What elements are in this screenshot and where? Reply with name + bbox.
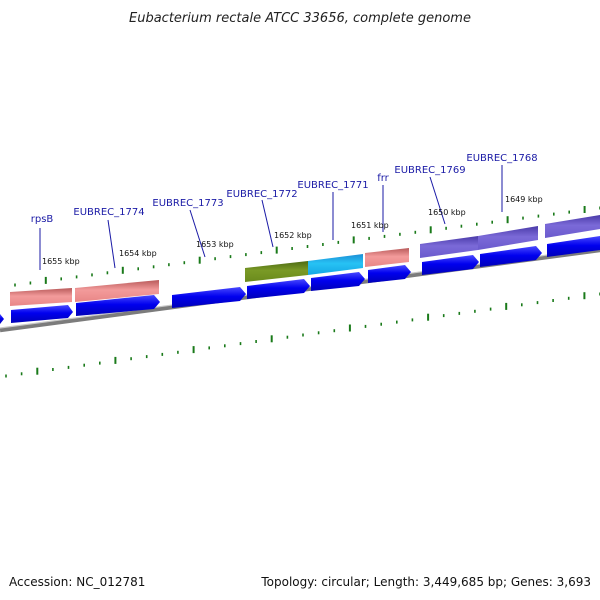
leader-line-eubrec-1772: [261, 199, 274, 248]
kbp-label-1649: 1649 kbp: [505, 195, 543, 204]
feature-bar-eubrec-1769[interactable]: [420, 236, 478, 258]
gene-label-eubrec-1774[interactable]: EUBREC_1774: [73, 207, 144, 218]
gene-label-frr[interactable]: frr: [377, 173, 389, 184]
kbp-label-1650: 1650 kbp: [428, 208, 466, 217]
gene-label-eubrec-1773[interactable]: EUBREC_1773: [152, 198, 223, 209]
cds-arrow-eubrec-1772[interactable]: [247, 279, 310, 299]
gene-leader-lines: [39, 165, 503, 270]
feature-bar-eubrec-1774[interactable]: [75, 280, 159, 302]
position-labels: 1655 kbp 1654 kbp 1653 kbp 1652 kbp 1651…: [42, 195, 543, 266]
scale-ticks-lower: [5, 292, 600, 378]
cds-arrow-frr[interactable]: [368, 265, 411, 283]
feature-bar-frr[interactable]: [365, 248, 409, 267]
cds-arrow-eubrec-1769[interactable]: [422, 255, 479, 275]
kbp-label-1652: 1652 kbp: [274, 231, 312, 240]
cds-track: [0, 236, 600, 324]
gene-label-eubrec-1772[interactable]: EUBREC_1772: [226, 189, 297, 200]
gene-label-rpsB[interactable]: rpsB: [31, 214, 54, 225]
feature-bar-eubrec-1772[interactable]: [245, 261, 308, 282]
gene-label-eubrec-1768[interactable]: EUBREC_1768: [466, 153, 537, 164]
cds-arrow-eubrec-1773[interactable]: [172, 287, 246, 308]
cds-arrow-eubrec-1771[interactable]: [311, 272, 365, 291]
map-title: Eubacterium rectale ATCC 33656, complete…: [129, 11, 471, 26]
leader-line-eubrec-1769: [429, 176, 446, 225]
cds-arrow-rpsB[interactable]: [11, 305, 73, 323]
feature-bar-next[interactable]: [545, 215, 600, 238]
feature-bar-rpsB[interactable]: [10, 288, 72, 306]
feature-track: [10, 215, 600, 306]
leader-line-eubrec-1773: [189, 209, 206, 258]
cds-arrow-eubrec-1768[interactable]: [480, 246, 542, 267]
feature-bar-eubrec-1768[interactable]: [478, 226, 538, 250]
cds-arrow-edge[interactable]: [0, 314, 4, 324]
kbp-label-1653: 1653 kbp: [196, 240, 234, 249]
scale-ticks-upper: [14, 206, 600, 287]
feature-bar-eubrec-1771[interactable]: [308, 254, 363, 275]
cds-arrow-eubrec-1774[interactable]: [76, 295, 160, 316]
accession-text: Accession: NC_012781: [9, 575, 145, 589]
gene-label-eubrec-1771[interactable]: EUBREC_1771: [297, 180, 368, 191]
genome-summary-text: Topology: circular; Length: 3,449,685 bp…: [260, 575, 591, 589]
leader-line-eubrec-1774: [107, 219, 116, 269]
kbp-label-1655: 1655 kbp: [42, 257, 80, 266]
kbp-label-1651: 1651 kbp: [351, 221, 389, 230]
gene-labels: rpsB EUBREC_1774 EUBREC_1773 EUBREC_1772…: [31, 153, 538, 225]
gene-label-eubrec-1769[interactable]: EUBREC_1769: [394, 165, 465, 176]
cds-arrow-next[interactable]: [547, 236, 600, 257]
kbp-label-1654: 1654 kbp: [119, 249, 157, 258]
